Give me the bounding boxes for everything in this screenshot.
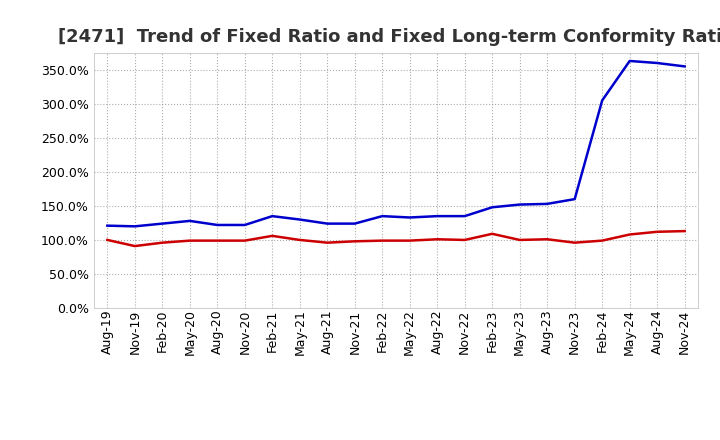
Fixed Ratio — [543, 201, 552, 206]
Fixed Ratio — [460, 213, 469, 219]
Fixed Ratio — [405, 215, 414, 220]
Fixed Long-term Conformity Ratio — [213, 238, 222, 243]
Fixed Long-term Conformity Ratio — [351, 238, 359, 244]
Fixed Ratio — [626, 59, 634, 64]
Fixed Ratio — [323, 221, 332, 226]
Fixed Long-term Conformity Ratio — [433, 237, 441, 242]
Line: Fixed Long-term Conformity Ratio: Fixed Long-term Conformity Ratio — [107, 231, 685, 246]
Fixed Long-term Conformity Ratio — [543, 237, 552, 242]
Fixed Ratio — [268, 213, 276, 219]
Fixed Ratio — [295, 217, 304, 222]
Fixed Long-term Conformity Ratio — [295, 237, 304, 242]
Fixed Long-term Conformity Ratio — [626, 232, 634, 237]
Fixed Long-term Conformity Ratio — [158, 240, 166, 246]
Fixed Ratio — [653, 60, 662, 66]
Fixed Long-term Conformity Ratio — [680, 228, 689, 234]
Fixed Long-term Conformity Ratio — [268, 233, 276, 238]
Title: [2471]  Trend of Fixed Ratio and Fixed Long-term Conformity Ratio: [2471] Trend of Fixed Ratio and Fixed Lo… — [58, 28, 720, 46]
Fixed Ratio — [240, 222, 249, 227]
Fixed Ratio — [103, 223, 112, 228]
Fixed Ratio — [433, 213, 441, 219]
Fixed Ratio — [351, 221, 359, 226]
Fixed Long-term Conformity Ratio — [186, 238, 194, 243]
Fixed Ratio — [158, 221, 166, 226]
Line: Fixed Ratio: Fixed Ratio — [107, 61, 685, 226]
Fixed Long-term Conformity Ratio — [130, 243, 139, 249]
Fixed Ratio — [598, 98, 606, 103]
Fixed Long-term Conformity Ratio — [240, 238, 249, 243]
Fixed Long-term Conformity Ratio — [598, 238, 606, 243]
Fixed Ratio — [130, 224, 139, 229]
Fixed Long-term Conformity Ratio — [103, 237, 112, 242]
Fixed Long-term Conformity Ratio — [460, 237, 469, 242]
Fixed Long-term Conformity Ratio — [405, 238, 414, 243]
Fixed Ratio — [186, 218, 194, 224]
Fixed Long-term Conformity Ratio — [516, 237, 524, 242]
Fixed Ratio — [570, 197, 579, 202]
Fixed Ratio — [516, 202, 524, 207]
Fixed Ratio — [680, 64, 689, 69]
Fixed Long-term Conformity Ratio — [378, 238, 387, 243]
Fixed Ratio — [488, 205, 497, 210]
Fixed Ratio — [378, 213, 387, 219]
Fixed Long-term Conformity Ratio — [653, 229, 662, 235]
Fixed Long-term Conformity Ratio — [323, 240, 332, 246]
Fixed Long-term Conformity Ratio — [570, 240, 579, 246]
Fixed Ratio — [213, 222, 222, 227]
Fixed Long-term Conformity Ratio — [488, 231, 497, 236]
